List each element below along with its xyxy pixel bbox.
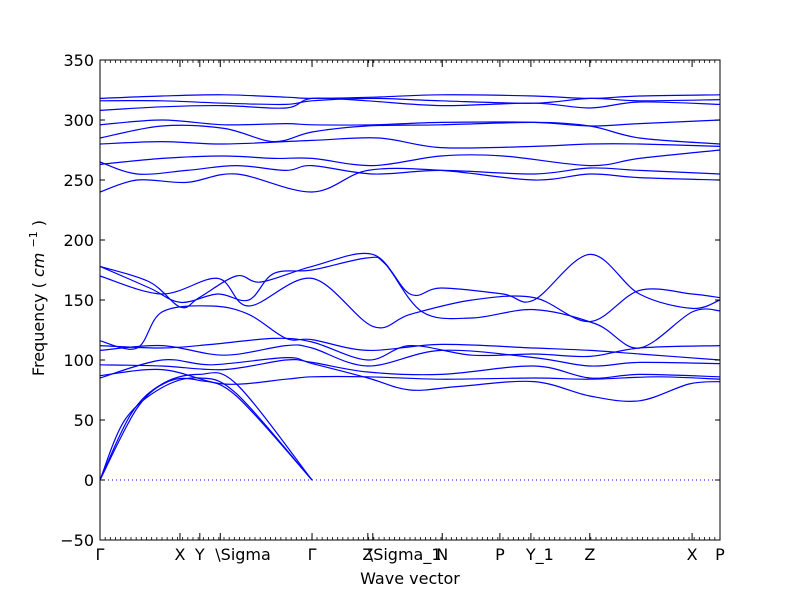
- y-axis-label-paren-close: ): [29, 220, 48, 226]
- y-axis-label-unit: cm: [29, 253, 48, 277]
- series-layer: [99, 94, 721, 481]
- band-line-3: [99, 377, 313, 481]
- x-tick-label: N: [436, 545, 448, 564]
- band-line-18: [99, 119, 721, 127]
- y-tick-label: 300: [63, 111, 94, 130]
- x-tick-label: Y: [194, 545, 205, 564]
- x-tick-label: Γ: [308, 545, 317, 564]
- y-tick-label: 200: [63, 231, 94, 250]
- y-tick-label: 0: [84, 471, 94, 490]
- band-line-17: [99, 121, 721, 145]
- band-line-14: [99, 161, 721, 175]
- y-tick-label: 250: [63, 171, 94, 190]
- x-tick-label: Y_1: [525, 545, 554, 565]
- band-line-4: [99, 368, 721, 385]
- band-line-7: [99, 344, 721, 367]
- band-line-16: [99, 137, 721, 149]
- band-line-21: [99, 94, 721, 100]
- x-axis-label: Wave vector: [360, 569, 460, 588]
- y-axis-label-text: Frequency: [29, 293, 48, 376]
- y-axis-label-paren-open: (: [29, 282, 48, 288]
- band-line-1: [99, 377, 313, 481]
- band-line-2: [99, 372, 313, 481]
- band-line-9: [99, 305, 721, 361]
- band-line-15: [99, 149, 721, 167]
- x-tick-label: P: [495, 545, 505, 564]
- band-line-20: [99, 97, 721, 106]
- x-tick-label: Z: [584, 545, 595, 564]
- y-tick-label: 100: [63, 351, 94, 370]
- y-tick-label: 350: [63, 51, 94, 70]
- band-line-13: [99, 167, 721, 193]
- x-tick-label: Z: [362, 545, 373, 564]
- x-tick-label: P: [715, 545, 725, 564]
- y-axis-label-unit-exponent: −1: [27, 231, 40, 247]
- x-tick-label: Γ: [96, 545, 105, 564]
- x-tick-labels: Γ X Y \Sigma Γ Z\Sigma_1N P Y_1 Z X P: [96, 545, 726, 565]
- y-tick-label: 150: [63, 291, 94, 310]
- band-line-8: [99, 337, 721, 361]
- x-tick-label: X: [174, 545, 185, 564]
- band-line-6: [99, 358, 721, 379]
- x-tick-label: \Sigma_1: [368, 545, 442, 565]
- y-tick-labels: −50 0 50 100 150 200 250 300 350: [60, 51, 94, 550]
- x-tick-label: \Sigma: [215, 545, 271, 564]
- band-line-19: [99, 97, 721, 111]
- y-tick-label: −50: [60, 531, 94, 550]
- band-line-12: [99, 275, 721, 329]
- y-tick-label: 50: [74, 411, 94, 430]
- y-axis-label: Frequency ( cm −1 ): [22, 220, 48, 376]
- band-line-5: [99, 356, 721, 402]
- plot-frame: [99, 59, 721, 541]
- band-line-11: [99, 256, 721, 349]
- x-tick-label: X: [687, 545, 698, 564]
